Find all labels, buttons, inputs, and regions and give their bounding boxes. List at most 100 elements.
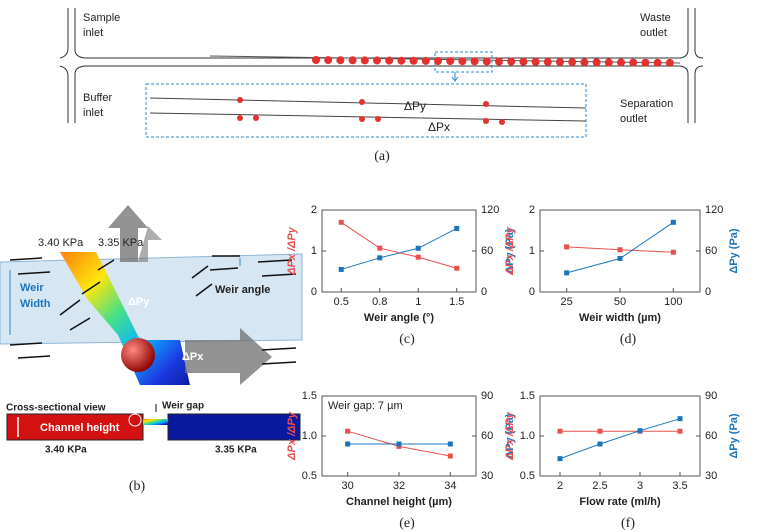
particle [580,58,589,67]
panel-b-labels: 3.40 KPa 3.35 KPa Weir Width Weir angle … [6,237,270,494]
x-axis-label: Weir width (µm) [579,312,661,324]
y-tick-label: 0.5 [302,470,317,482]
label: Weir [20,282,44,294]
particle [519,57,528,66]
panel-label: (e) [399,516,415,531]
marker [597,441,603,447]
panel-label: (c) [399,332,415,347]
panel-label: (a) [374,149,390,164]
marker [557,456,563,462]
particle [312,56,320,64]
x-tick-label: 50 [614,296,626,308]
marker [454,225,460,231]
y-axis-label: ΔPx /ΔPy [286,226,298,276]
x-tick-label: 3 [637,480,643,492]
label: outlet [620,113,647,125]
marker [415,245,421,251]
label: 3.35 KPa [98,237,144,249]
particle [434,57,442,65]
marker [415,254,421,260]
particle [385,56,394,65]
y2-tick-label: 30 [481,470,493,482]
particle [617,58,625,67]
y-axis-label: ΔPx /ΔPy [504,226,516,276]
marker [677,428,683,434]
marker [338,219,344,225]
y-axis-label: ΔPx /ΔPy [286,411,298,461]
y-tick-label: 1.0 [302,430,317,442]
particle [348,56,357,65]
x-tick-label: 3.5 [672,480,687,492]
y-tick-label: 1 [311,245,317,257]
y2-tick-label: 120 [481,204,499,216]
x-axis-label: Weir angle (°) [364,312,435,324]
series-line [341,228,457,270]
label: Buffer [83,92,112,104]
x-tick-label: 34 [444,480,456,492]
particle [359,99,365,105]
panel-a [59,8,704,138]
x-axis-label: Channel height (µm) [346,496,452,508]
label: outlet [640,27,667,39]
y2-tick-label: 60 [481,430,493,442]
particle [237,97,243,103]
y-tick-label: 1 [529,245,535,257]
particle [629,58,638,67]
y2-tick-label: 60 [705,245,717,257]
label: Weir gap [162,401,204,412]
marker [597,428,603,434]
x-axis-label: Flow rate (ml/h) [579,496,661,508]
particle [253,115,259,121]
x-tick-label: 2.5 [592,480,607,492]
particle [641,58,650,67]
panel-label: (f) [621,516,635,531]
marker [617,247,623,253]
panel-b [0,205,303,441]
y2-tick-label: 120 [705,204,723,216]
label: ΔPy [404,99,426,113]
particle [359,116,365,122]
particle [458,57,467,66]
x-tick-label: 2 [557,480,563,492]
y-tick-label: 0 [311,286,317,298]
particle [604,58,613,67]
y-tick-label: 2 [311,204,317,216]
particle [592,58,601,67]
marker [637,428,643,434]
marker [564,244,570,250]
marker [564,270,570,276]
particle [507,57,516,66]
marker [447,441,453,447]
particle [409,56,418,65]
y2-tick-label: 90 [705,390,717,402]
label: inlet [83,107,103,119]
label: Cross-sectional view [6,403,106,414]
marker [670,219,676,225]
label: 3.40 KPa [38,237,84,249]
particle [446,57,455,66]
marker [670,249,676,255]
label: Sample [83,12,120,24]
panel-label: (d) [620,332,637,347]
particle [653,58,662,67]
y2-tick-label: 0 [481,286,487,298]
label: ΔPx [428,120,450,134]
marker [557,428,563,434]
particle [324,56,333,65]
series-line [559,418,681,460]
label: 3.35 KPa [215,445,257,456]
marker [345,428,351,434]
y2-axis-label: ΔPy (Pa) [728,228,740,274]
particle [499,119,505,125]
x-tick-label: 0.8 [372,296,387,308]
particle [397,56,406,65]
y-tick-label: 1.0 [520,430,535,442]
particle [375,116,381,122]
particle [336,56,345,65]
marker [617,256,623,262]
annotation: Weir gap: 7 µm [328,400,403,412]
y2-axis-label: ΔPy (Pa) [504,413,516,459]
x-tick-label: 30 [342,480,354,492]
series-line [340,221,457,269]
